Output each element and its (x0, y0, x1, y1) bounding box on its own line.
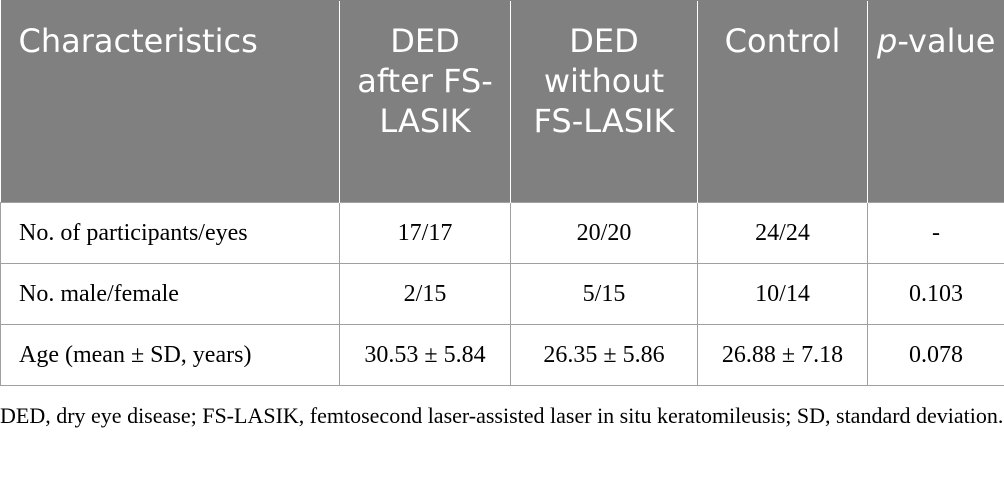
header-row: Characteristics DED after FS-LASIK DED w… (0, 0, 1004, 203)
characteristics-table: Characteristics DED after FS-LASIK DED w… (0, 0, 1004, 386)
cell-ded-after: 30.53 ± 5.84 (339, 324, 511, 386)
table-row: No. of participants/eyes 17/17 20/20 24/… (0, 202, 1004, 264)
table-body: No. of participants/eyes 17/17 20/20 24/… (0, 202, 1004, 386)
row-label: No. of participants/eyes (0, 202, 340, 264)
table-row: Age (mean ± SD, years) 30.53 ± 5.84 26.3… (0, 324, 1004, 386)
cell-ded-after: 17/17 (339, 202, 511, 264)
table-footnote: DED, dry eye disease; FS-LASIK, femtosec… (0, 403, 1004, 428)
cell-control: 24/24 (697, 202, 868, 264)
cell-control: 26.88 ± 7.18 (697, 324, 868, 386)
header-pvalue-italic: p (877, 22, 898, 60)
header-characteristics: Characteristics (0, 0, 340, 203)
cell-ded-after: 2/15 (339, 263, 511, 325)
header-ded-without: DED without FS-LASIK (510, 0, 698, 203)
cell-pvalue: 0.103 (867, 263, 1004, 325)
cell-ded-without: 5/15 (510, 263, 698, 325)
header-pvalue-rest: -value (897, 22, 996, 60)
row-label: No. male/female (0, 263, 340, 325)
header-ded-after: DED after FS-LASIK (339, 0, 511, 203)
table-row: No. male/female 2/15 5/15 10/14 0.103 (0, 263, 1004, 325)
header-control: Control (697, 0, 868, 203)
table-header: Characteristics DED after FS-LASIK DED w… (0, 0, 1004, 203)
characteristics-table-container: Characteristics DED after FS-LASIK DED w… (0, 0, 1004, 386)
cell-pvalue: - (867, 202, 1004, 264)
cell-pvalue: 0.078 (867, 324, 1004, 386)
cell-ded-without: 20/20 (510, 202, 698, 264)
cell-ded-without: 26.35 ± 5.86 (510, 324, 698, 386)
cell-control: 10/14 (697, 263, 868, 325)
header-pvalue: p-value (867, 0, 1004, 203)
row-label: Age (mean ± SD, years) (0, 324, 340, 386)
